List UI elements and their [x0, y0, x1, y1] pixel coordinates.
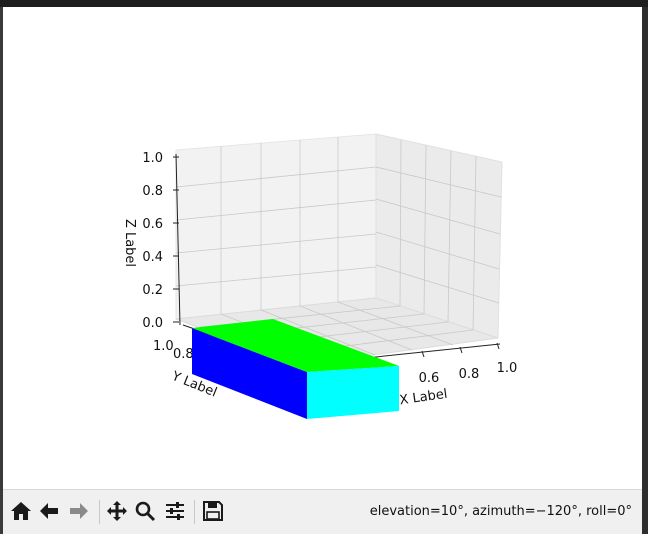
zoom-button[interactable]: [131, 497, 159, 525]
z-tick-label: 0.6: [142, 217, 163, 232]
back-left-pane: [175, 133, 377, 320]
move-icon: [107, 501, 127, 521]
magnifier-icon: [135, 501, 156, 522]
z-tick-labels: 0.0 0.2 0.4 0.6 0.8 1.0: [142, 151, 163, 331]
bar-side-face: [192, 328, 307, 419]
plot-canvas[interactable]: 0.0 0.2 0.4 0.6 0.8 1.0 0.6 0.8 1.0 1.0 …: [3, 7, 642, 489]
forward-button[interactable]: [65, 497, 93, 525]
z-tick-label: 0.2: [142, 283, 163, 298]
toolbar-separator: [99, 500, 100, 524]
z-axis-label: Z Label: [122, 219, 137, 267]
floppy-disk-icon: [203, 501, 223, 521]
pan-button[interactable]: [103, 497, 131, 525]
background-window-edge-right: [642, 7, 648, 534]
home-button[interactable]: [7, 497, 35, 525]
home-icon: [11, 502, 31, 520]
configure-subplots-button[interactable]: [161, 497, 189, 525]
x-tick-label: 1.0: [497, 361, 518, 376]
z-axis-line: [175, 153, 181, 326]
z-tick-label: 0.0: [142, 316, 163, 331]
y-tick-labels: 1.0 0.8: [153, 339, 194, 362]
right-pane-grid: [375, 139, 502, 331]
figure-window: 0.0 0.2 0.4 0.6 0.8 1.0 0.6 0.8 1.0 1.0 …: [3, 7, 642, 534]
x-tick-label: 0.8: [459, 367, 480, 382]
background-window-edge: [0, 7, 3, 534]
status-readout: elevation=10°, azimuth=−120°, roll=0°: [369, 504, 632, 519]
z-tick-marks: [173, 156, 179, 323]
sliders-icon: [166, 502, 184, 520]
z-tick-label: 0.4: [142, 250, 163, 265]
save-button[interactable]: [199, 497, 227, 525]
bar-end-face: [307, 366, 399, 419]
z-tick-label: 0.8: [142, 184, 163, 199]
x-axis-label: X Label: [399, 387, 449, 409]
arrow-left-icon: [40, 503, 58, 519]
z-tick-label: 1.0: [142, 151, 163, 166]
y-tick-label: 1.0: [153, 339, 174, 354]
toolbar-separator: [194, 500, 195, 524]
x-tick-marks: [421, 342, 500, 358]
top-bar: [0, 0, 648, 7]
bar-top-face: [192, 319, 399, 372]
arrow-right-icon: [70, 503, 88, 519]
x-tick-labels: 0.6 0.8 1.0: [419, 361, 518, 386]
back-button[interactable]: [35, 497, 63, 525]
left-pane-grid: [175, 137, 377, 314]
x-tick-label: 0.6: [419, 371, 440, 386]
y-tick-label: 0.8: [173, 347, 194, 362]
3d-bar: [192, 319, 399, 419]
navigation-toolbar: elevation=10°, azimuth=−120°, roll=0°: [3, 489, 642, 534]
3d-axes[interactable]: 0.0 0.2 0.4 0.6 0.8 1.0 0.6 0.8 1.0 1.0 …: [3, 7, 642, 489]
